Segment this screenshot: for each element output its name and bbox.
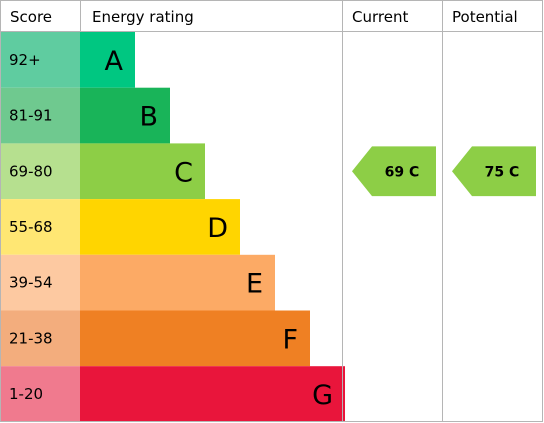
band-letter-b: B <box>139 102 158 133</box>
score-label-g: 1-20 <box>9 385 43 403</box>
score-cell-f <box>0 310 80 367</box>
potential-rating-arrow <box>452 146 536 197</box>
score-label-c: 69-80 <box>9 162 53 180</box>
score-cell-d <box>0 199 80 255</box>
band-bar-d <box>80 199 240 255</box>
rating-markers: 69 C 75 C <box>352 146 536 197</box>
band-bar-e <box>80 254 275 311</box>
band-bar-c <box>80 143 205 200</box>
score-cell-e <box>0 254 80 311</box>
rating-bands: 92+ A 81-91 B 69-80 C 55-68 D 39-54 E 21-38 F 1-20 G <box>0 32 345 422</box>
score-label-f: 21-38 <box>9 329 53 347</box>
band-bar-a <box>80 32 135 88</box>
current-rating-arrow <box>352 146 436 197</box>
score-cell-a <box>0 32 80 88</box>
header-current: Current <box>352 8 408 26</box>
band-letter-c: C <box>174 157 193 188</box>
band-letter-a: A <box>105 46 124 77</box>
band-bar-f <box>80 310 310 367</box>
current-rating-label: 69 C <box>385 164 420 180</box>
score-label-a: 92+ <box>9 51 41 69</box>
band-letter-e: E <box>246 269 263 300</box>
band-letter-d: D <box>207 213 228 244</box>
header-potential: Potential <box>452 8 518 26</box>
header-energy-rating: Energy rating <box>92 8 194 26</box>
score-cell-b <box>0 87 80 144</box>
score-label-e: 39-54 <box>9 274 53 292</box>
band-bar-g <box>80 366 345 422</box>
score-label-d: 55-68 <box>9 218 53 236</box>
score-cell-g <box>0 366 80 422</box>
score-label-b: 81-91 <box>9 107 53 125</box>
band-letter-f: F <box>282 324 298 355</box>
header-score: Score <box>10 8 52 26</box>
score-cell-c <box>0 143 80 200</box>
band-bar-b <box>80 87 170 144</box>
band-letter-g: G <box>312 380 333 411</box>
potential-rating-label: 75 C <box>485 164 520 180</box>
